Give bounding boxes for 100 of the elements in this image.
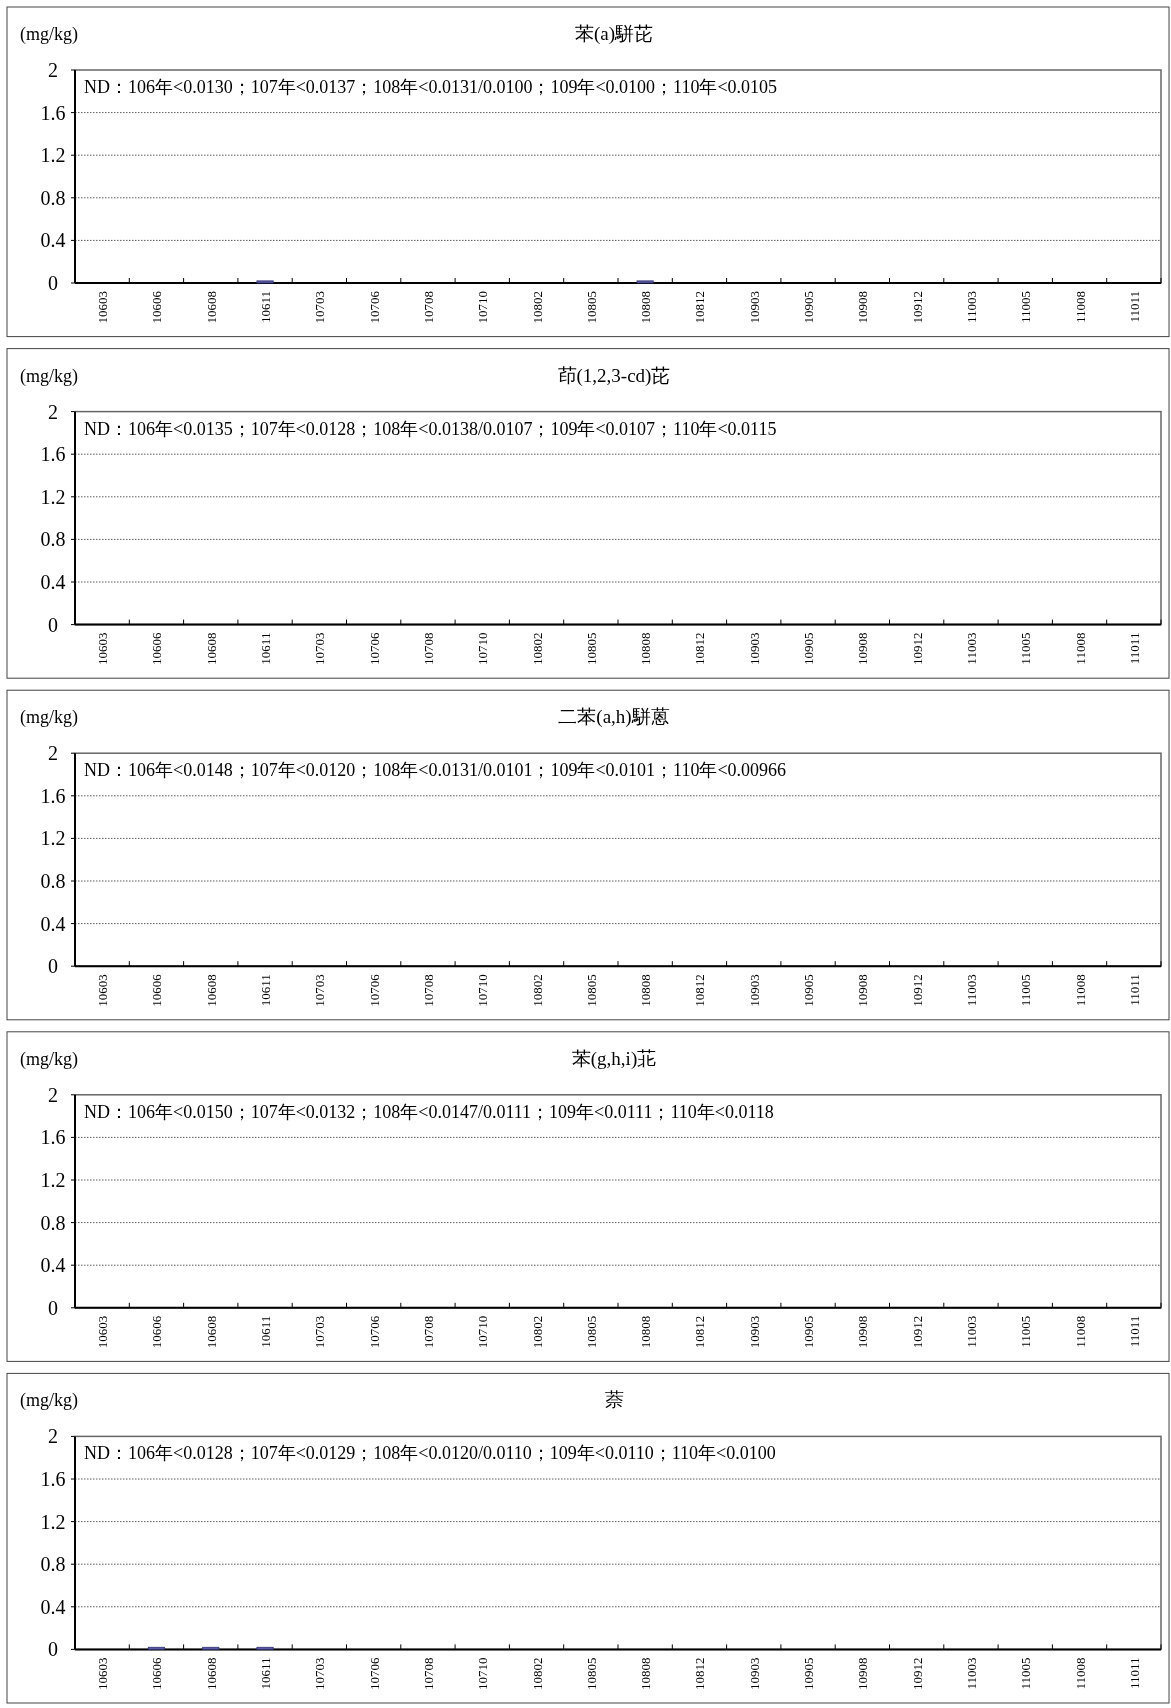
- annotation: ND：106年<0.0135；107年<0.0128；108年<0.0138/0.0107；109年<0.0107；110年<0.0115: [84, 418, 777, 439]
- x-tick-label: 11003: [963, 1657, 979, 1690]
- y-tick-label: 0: [48, 1296, 58, 1319]
- x-tick-label: 10903: [746, 1315, 762, 1349]
- x-tick-label: 10812: [692, 1657, 708, 1690]
- x-tick-label: 10706: [366, 632, 382, 666]
- x-tick-label: 10808: [638, 1315, 654, 1349]
- x-tick-label: 10908: [855, 1657, 871, 1690]
- x-tick-label: 10611: [258, 1657, 274, 1690]
- x-tick-label: 11003: [963, 974, 979, 1007]
- x-tick-label: 10808: [638, 632, 654, 666]
- y-axis-title: (mg/kg): [20, 24, 78, 45]
- x-tick-label: 10608: [203, 974, 219, 1007]
- x-tick-label: 10912: [909, 632, 925, 666]
- x-tick-label: 11011: [1126, 632, 1142, 665]
- x-tick-label: 10905: [801, 632, 817, 666]
- y-tick-label: 2: [48, 400, 58, 423]
- x-tick-label: 10802: [529, 974, 545, 1007]
- y-tick-label: 0.8: [40, 186, 66, 209]
- x-tick-label: 11005: [1018, 1315, 1034, 1348]
- x-tick-label: 10706: [366, 973, 382, 1007]
- x-tick-label: 10706: [366, 290, 382, 324]
- x-tick-label: 10708: [420, 974, 436, 1007]
- x-tick-label: 10802: [529, 1657, 545, 1690]
- y-tick-label: 0: [48, 272, 58, 294]
- x-tick-label: 10608: [203, 632, 219, 666]
- x-tick-label: 10905: [801, 1315, 817, 1349]
- y-tick-label: 0.8: [40, 870, 66, 892]
- y-tick-label: 0.8: [40, 1553, 66, 1576]
- annotation: ND：106年<0.0130；107年<0.0137；108年<0.0131/0.0100；109年<0.0100；110年<0.0105: [84, 77, 778, 97]
- x-tick-label: 10608: [203, 1657, 219, 1690]
- x-tick-label: 10808: [638, 974, 654, 1007]
- x-tick-label: 10703: [312, 1315, 328, 1349]
- x-tick-label: 11003: [963, 291, 979, 324]
- x-tick-label: 11005: [1018, 974, 1034, 1007]
- x-tick-label: 10802: [529, 291, 545, 324]
- x-tick-label: 10808: [638, 291, 654, 324]
- y-tick-label: 1.6: [40, 101, 66, 124]
- annotation: ND：106年<0.0148；107年<0.0120；108年<0.0131/0.0101；109年<0.0101；110年<0.00966: [84, 760, 787, 781]
- y-axis-title: (mg/kg): [20, 1390, 78, 1412]
- x-tick-label: 11005: [1018, 1657, 1034, 1690]
- x-tick-label: 10912: [909, 291, 925, 324]
- y-tick-label: 0.4: [40, 571, 66, 593]
- annotation: ND：106年<0.0150；107年<0.0132；108年<0.0147/0.0111；109年<0.0111；110年<0.0118: [84, 1101, 774, 1122]
- x-tick-label: 10710: [475, 291, 491, 324]
- x-tick-label: 10905: [801, 974, 817, 1007]
- x-tick-label: 10905: [801, 291, 817, 324]
- x-tick-label: 10703: [312, 291, 328, 324]
- x-tick-label: 10611: [258, 1315, 274, 1348]
- y-tick-label: 1.2: [40, 485, 66, 508]
- x-tick-label: 10703: [312, 974, 328, 1007]
- x-tick-label: 11005: [1018, 632, 1034, 665]
- x-tick-label: 10710: [475, 1315, 491, 1349]
- x-tick-label: 10805: [583, 1315, 599, 1349]
- y-tick-label: 0.8: [40, 528, 66, 551]
- y-axis-title: (mg/kg): [20, 1048, 78, 1070]
- y-tick-label: 0.4: [40, 1254, 66, 1277]
- x-tick-label: 10908: [855, 974, 871, 1007]
- x-tick-label: 10603: [95, 1315, 111, 1349]
- x-tick-label: 11008: [1072, 1657, 1088, 1690]
- y-tick-label: 2: [48, 742, 58, 765]
- x-tick-label: 10812: [692, 1315, 708, 1349]
- x-tick-label: 10608: [203, 1315, 219, 1349]
- chart-title: 苯(g,h,i)苝: [571, 1047, 657, 1070]
- chart-title: 茚(1,2,3-cd)芘: [557, 364, 671, 387]
- x-tick-label: 10812: [692, 291, 708, 324]
- x-tick-label: 10703: [312, 1657, 328, 1690]
- x-tick-label: 10908: [855, 1315, 871, 1349]
- x-tick-label: 11011: [1126, 1657, 1142, 1689]
- y-tick-label: 2: [48, 59, 58, 81]
- x-tick-label: 10611: [258, 974, 274, 1007]
- y-tick-label: 1.2: [40, 1510, 66, 1533]
- x-tick-label: 10903: [746, 291, 762, 324]
- x-tick-label: 10606: [149, 632, 165, 666]
- x-tick-label: 10603: [95, 632, 111, 666]
- x-tick-label: 10908: [855, 632, 871, 666]
- x-tick-label: 10603: [95, 1657, 111, 1690]
- y-tick-label: 1.6: [40, 784, 66, 807]
- x-tick-label: 10903: [746, 632, 762, 666]
- x-tick-label: 10706: [366, 1656, 382, 1690]
- x-tick-label: 10805: [583, 1657, 599, 1690]
- x-tick-label: 10708: [420, 1657, 436, 1690]
- y-tick-label: 1.2: [40, 1169, 66, 1191]
- x-tick-label: 11005: [1018, 291, 1034, 324]
- y-tick-label: 1.2: [40, 827, 66, 850]
- y-tick-label: 2: [48, 1083, 58, 1106]
- x-tick-label: 10608: [203, 291, 219, 324]
- x-tick-label: 10802: [529, 1315, 545, 1349]
- chart-title: 二苯(a,h)駢蒽: [558, 706, 670, 729]
- x-tick-label: 10912: [909, 974, 925, 1007]
- y-tick-label: 1.2: [40, 144, 66, 167]
- x-tick-label: 10710: [475, 1657, 491, 1690]
- x-tick-label: 11008: [1072, 632, 1088, 665]
- x-tick-label: 10903: [746, 974, 762, 1007]
- x-tick-label: 10606: [149, 1315, 165, 1349]
- x-tick-label: 10805: [583, 974, 599, 1007]
- x-tick-label: 10611: [258, 632, 274, 665]
- y-tick-label: 0.4: [40, 1595, 66, 1618]
- x-tick-label: 10708: [420, 1315, 436, 1349]
- x-tick-label: 10805: [583, 291, 599, 324]
